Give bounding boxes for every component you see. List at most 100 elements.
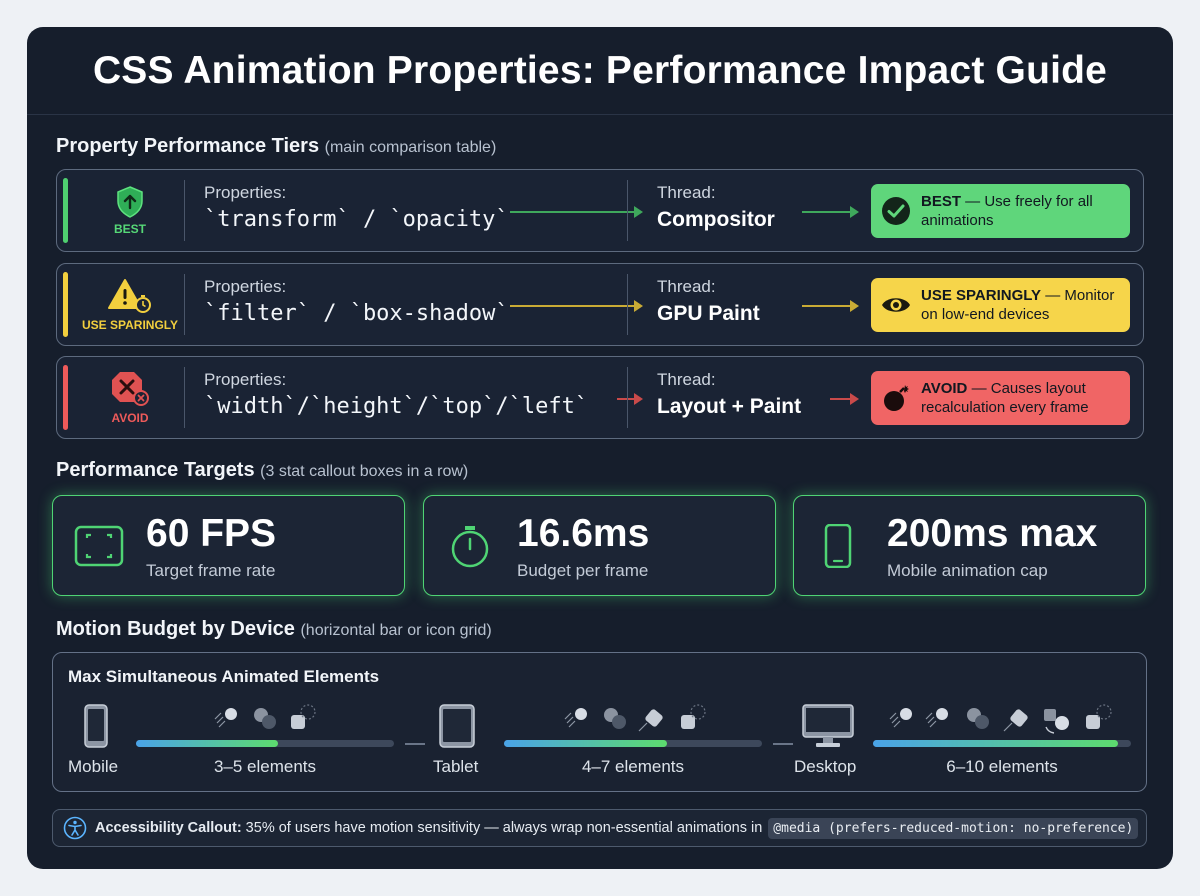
tier-thread: Thread: Layout + Paint <box>657 370 801 419</box>
motion-budget-panel: Max Simultaneous Animated Elements Mobil… <box>52 652 1147 792</box>
tier-properties: Properties: `filter` / `box-shadow` <box>204 277 509 326</box>
properties-value: `filter` / `box-shadow` <box>204 301 509 326</box>
frame-icon <box>74 525 124 567</box>
properties-label: Properties: <box>204 370 287 389</box>
targets-heading-text: Performance Targets <box>56 459 255 481</box>
octagon-x-icon <box>112 372 149 406</box>
divider <box>184 274 185 335</box>
media-query-code: @media (prefers-reduced-motion: no-prefe… <box>768 817 1139 839</box>
tier-row-sparingly: USE SPARINGLY Properties: `filter` / `bo… <box>56 263 1144 346</box>
elements-count-label: 6–10 elements <box>946 757 1058 776</box>
verdict-strong: BEST <box>921 192 962 210</box>
tier-row-best: BEST Properties: `transform` / `opacity`… <box>56 169 1144 252</box>
tier-badge: AVOID <box>75 363 185 433</box>
accessibility-body: 35% of users have motion sensitivity — a… <box>241 820 763 836</box>
verdict-strong: AVOID <box>921 379 968 397</box>
stat-card-fps: 60 FPS Target frame rate <box>52 495 405 596</box>
tier-badge-label: BEST <box>113 222 146 236</box>
tier-verdict: USE SPARINGLY — Monitor on low-end devic… <box>871 278 1130 332</box>
bomb-icon <box>884 385 909 411</box>
check-circle-icon <box>882 197 910 225</box>
thread-label: Thread: <box>657 277 716 296</box>
device-label: Desktop <box>794 757 857 776</box>
device-label: Tablet <box>433 757 479 776</box>
tier-verdict: AVOID — Causes layout recalculation ever… <box>871 371 1130 425</box>
verdict-text: USE SPARINGLY — Monitor on low-end devic… <box>921 286 1120 325</box>
tier-row-avoid: AVOID Properties: `width`/`height`/`top`… <box>56 356 1144 439</box>
divider <box>184 180 185 241</box>
separator-dash <box>405 743 425 745</box>
stat-label: Target frame rate <box>146 561 276 580</box>
arrow-connector <box>802 300 859 312</box>
desktop-icon <box>802 704 854 747</box>
device-label: Mobile <box>68 757 119 776</box>
tier-properties: Properties: `width`/`height`/`top`/`left… <box>204 370 588 419</box>
thread-label: Thread: <box>657 183 716 202</box>
tier-stripe <box>63 272 68 337</box>
budget-heading-text: Motion Budget by Device <box>56 618 295 640</box>
guide-card: CSS Animation Properties: Performance Im… <box>27 27 1173 869</box>
tiers-heading-text: Property Performance Tiers <box>56 135 320 157</box>
mobile-icon <box>824 524 852 568</box>
divider <box>627 180 628 241</box>
stopwatch-icon <box>451 526 489 568</box>
budget-bar-fill <box>504 740 667 747</box>
budget-title: Max Simultaneous Animated Elements <box>68 667 380 686</box>
thread-value: Layout + Paint <box>657 395 802 418</box>
animated-elements-icon <box>214 704 316 729</box>
tier-thread: Thread: GPU Paint <box>657 277 760 326</box>
tier-thread: Thread: Compositor <box>657 183 775 232</box>
thread-label: Thread: <box>657 370 716 389</box>
divider <box>184 367 185 428</box>
eye-icon <box>882 298 910 312</box>
animated-elements-icon <box>564 704 706 732</box>
verdict-rest: — Causes layout recalculation every fram… <box>921 379 1089 417</box>
tier-badge: USE SPARINGLY <box>75 270 185 340</box>
budget-heading-note: (horizontal bar or icon grid) <box>300 622 492 639</box>
stat-value: 200ms max <box>887 512 1098 555</box>
tier-badge: BEST <box>75 176 185 246</box>
verdict-strong: USE SPARINGLY <box>921 286 1042 304</box>
tablet-icon <box>439 704 475 748</box>
stat-card-mobile-cap: 200ms max Mobile animation cap <box>793 495 1146 596</box>
arrow-connector <box>830 393 859 405</box>
tier-badge-label: AVOID <box>111 411 149 425</box>
accessibility-label: Accessibility Callout: <box>95 820 242 836</box>
animated-elements-icon <box>889 704 1112 734</box>
title-bar: CSS Animation Properties: Performance Im… <box>27 27 1173 115</box>
shield-arrow-up-icon <box>117 186 143 218</box>
stat-value: 60 FPS <box>146 512 277 555</box>
tier-stripe <box>63 365 68 430</box>
accessibility-text: Accessibility Callout: 35% of users have… <box>95 820 762 836</box>
arrow-connector <box>802 206 859 218</box>
stat-label: Mobile animation cap <box>887 561 1048 580</box>
targets-heading: Performance Targets (3 stat callout boxe… <box>56 459 468 482</box>
phone-icon <box>84 704 108 748</box>
budget-bar-track <box>136 740 394 747</box>
properties-label: Properties: <box>204 183 287 202</box>
elements-count-label: 3–5 elements <box>213 757 317 776</box>
tier-verdict: BEST — Use freely for all animations <box>871 184 1130 238</box>
verdict-text: BEST — Use freely for all animations <box>921 192 1120 231</box>
thread-value: GPU Paint <box>657 302 760 325</box>
tier-stripe <box>63 178 68 243</box>
properties-value: `transform` / `opacity` <box>204 207 509 232</box>
warning-stopwatch-icon <box>108 279 151 313</box>
tiers-heading-note: (main comparison table) <box>324 139 497 156</box>
divider <box>627 367 628 428</box>
verdict-rest: — Use freely for all animations <box>921 192 1093 230</box>
thread-value: Compositor <box>657 208 775 231</box>
tier-properties: Properties: `transform` / `opacity` <box>204 183 509 232</box>
divider <box>627 274 628 335</box>
arrow-connector <box>510 206 643 218</box>
targets-heading-note: (3 stat callout boxes in a row) <box>260 463 469 480</box>
budget-bar-track <box>873 740 1131 747</box>
separator-dash <box>773 743 793 745</box>
arrow-connector <box>510 300 643 312</box>
budget-heading: Motion Budget by Device (horizontal bar … <box>56 618 492 641</box>
page-title: CSS Animation Properties: Performance Im… <box>92 48 1108 92</box>
verdict-rest: — Monitor on low-end devices <box>921 286 1115 324</box>
accessibility-icon <box>63 816 87 840</box>
budget-bar-track <box>504 740 762 747</box>
properties-value: `width`/`height`/`top`/`left` <box>204 394 589 419</box>
